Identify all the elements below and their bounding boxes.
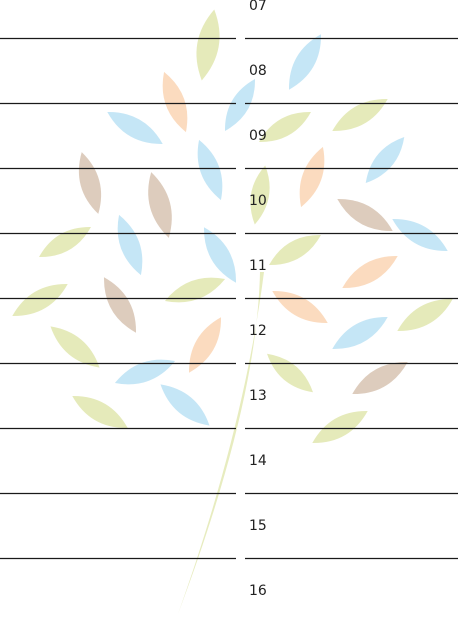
leaf [347,354,412,403]
leaf [292,144,332,211]
leaf [102,104,167,153]
leaf [35,219,96,265]
leaf [162,270,229,310]
hour-label: 07 [249,0,267,14]
leaf [190,137,230,204]
leaf [112,352,179,392]
leaf [261,347,319,399]
leaf [217,75,263,136]
leaf [196,222,245,287]
leaf [181,312,230,377]
leaf [327,309,392,358]
hour-label: 16 [249,583,267,599]
schedule-view: 07 08 09 10 11 12 13 14 15 16 [0,0,458,617]
hour-label: 14 [249,453,267,469]
leaf [96,272,145,337]
leaf [72,150,107,217]
leaf [7,276,72,325]
hour-label: 08 [249,63,267,79]
hour-label: 11 [249,258,267,274]
leaf [327,91,392,140]
leaf [191,8,225,83]
leaf [387,211,452,260]
hour-label: 12 [249,323,267,339]
leaf [155,69,195,136]
leaf [359,131,411,189]
leaf [337,248,402,297]
leaf [307,403,372,452]
hour-label: 13 [249,388,267,404]
leaf [281,29,330,94]
leaf [267,283,332,332]
leaf [110,212,150,279]
leaf [154,377,215,433]
page: 07080910111213141516 (() => { const data… [0,0,458,617]
tree-decoration [7,8,457,614]
hour-label: 09 [249,128,267,144]
leaf [332,191,397,240]
hour-label: 10 [249,193,267,209]
leaf [141,170,178,241]
hour-label: 15 [249,518,267,534]
leaf [44,319,105,375]
